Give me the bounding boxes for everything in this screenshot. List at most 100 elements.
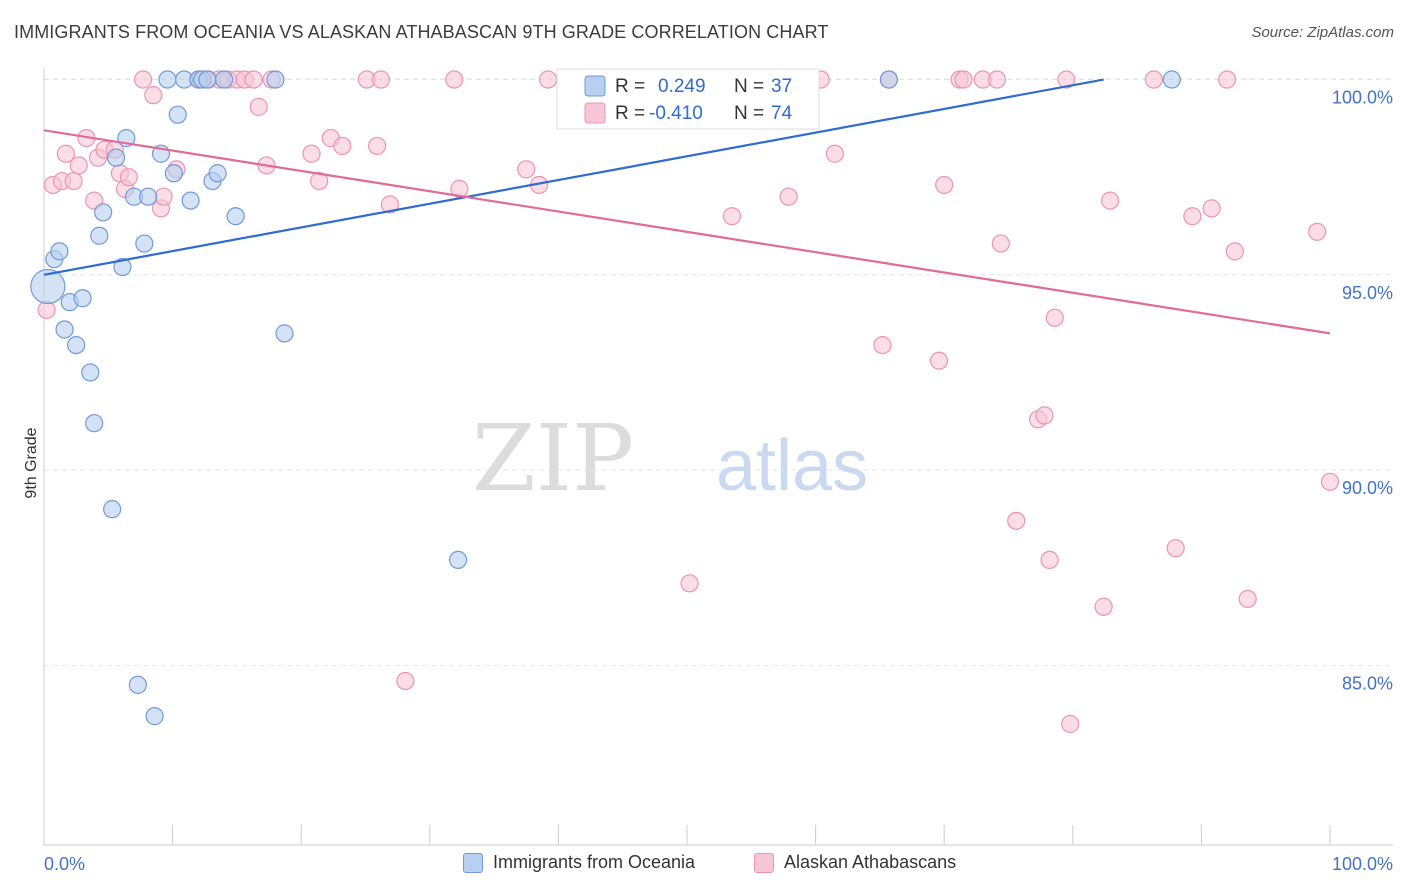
point-athabascan-29 [302, 144, 321, 163]
point-athabascan-58 [987, 70, 1007, 89]
legend-r-label-pink: R = [615, 103, 645, 124]
watermark-zip: ZIP [472, 405, 634, 512]
point-athabascan-15 [144, 86, 163, 105]
legend-swatch-blue [584, 75, 606, 97]
point-athabascan-74 [1225, 242, 1244, 261]
point-athabascan-34 [367, 136, 387, 156]
point-athabascan-69 [1144, 70, 1163, 89]
point-athabascan-51 [873, 335, 892, 355]
point-athabascan-54 [935, 175, 954, 195]
point-athabascan-38 [445, 70, 464, 89]
point-athabascan-35 [371, 70, 391, 89]
point-oceania-8 [85, 414, 104, 433]
point-athabascan-66 [1061, 714, 1080, 734]
point-athabascan-50 [825, 144, 844, 163]
trend-lines [43, 78, 1331, 335]
point-athabascan-70 [1166, 539, 1185, 558]
point-oceania-7 [81, 363, 100, 382]
legend-n-value-pink: 74 [771, 103, 793, 124]
point-oceania-19 [145, 707, 164, 726]
point-athabascan-56 [954, 70, 973, 89]
point-oceania-10 [94, 203, 113, 222]
point-athabascan-53 [929, 351, 949, 370]
watermark-atlas: atlas [716, 426, 868, 506]
point-athabascan-32 [333, 136, 352, 156]
point-athabascan-76 [1308, 222, 1327, 241]
point-athabascan-5 [69, 156, 88, 175]
point-oceania-9 [90, 226, 109, 245]
legend-r-value-pink: -0.410 [649, 103, 703, 124]
bottom-legend-item-athabascans: Alaskan Athabascans [754, 852, 956, 873]
point-oceania-28 [198, 70, 217, 89]
trend-line-athabascan [43, 129, 1331, 335]
point-oceania-2 [50, 242, 69, 261]
point-athabascan-40 [517, 160, 536, 179]
point-athabascan-36 [380, 195, 400, 214]
point-oceania-34 [275, 324, 294, 343]
point-oceania-18 [139, 187, 158, 206]
y-tick-label-85: 85.0% [1342, 673, 1393, 693]
series-immigrants-from-oceania [30, 70, 1181, 726]
point-oceania-16 [128, 675, 147, 694]
point-athabascan-46 [680, 574, 699, 593]
correlation-legend: R = 0.249 N = 37 R = -0.410 N = 74 [556, 68, 820, 130]
point-athabascan-17 [154, 187, 173, 206]
point-oceania-36 [879, 70, 899, 89]
point-oceania-13 [113, 257, 132, 277]
point-athabascan-3 [56, 144, 75, 163]
legend-swatch-pink [584, 102, 606, 124]
point-athabascan-30 [310, 171, 329, 191]
point-athabascan-47 [722, 207, 742, 226]
y-axis-label: 9th Grade [23, 427, 40, 498]
point-athabascan-77 [1320, 472, 1340, 491]
point-oceania-25 [181, 191, 200, 210]
point-oceania-11 [103, 500, 122, 519]
series-alaskan-athabascans [37, 70, 1340, 734]
chart-title: IMMIGRANTS FROM OCEANIA VS ALASKAN ATHAB… [14, 22, 829, 42]
point-athabascan-71 [1183, 207, 1202, 226]
bottom-legend-label-oceania: Immigrants from Oceania [493, 852, 696, 872]
x-tick-label-min: 0.0% [44, 854, 85, 874]
point-oceania-17 [135, 234, 154, 253]
point-athabascan-75 [1238, 589, 1257, 609]
bottom-legend-swatch-blue [463, 852, 483, 873]
bottom-legend-label-athabascans: Alaskan Athabascans [784, 852, 957, 872]
trend-line-oceania [43, 78, 1104, 276]
point-oceania-6 [73, 289, 92, 308]
point-athabascan-25 [244, 70, 263, 89]
point-athabascan-26 [249, 97, 268, 116]
point-oceania-32 [226, 207, 245, 226]
point-oceania-31 [214, 70, 234, 89]
point-athabascan-59 [991, 234, 1010, 253]
point-athabascan-60 [1007, 511, 1026, 530]
y-tick-label-100: 100.0% [1332, 88, 1393, 108]
gridlines [44, 78, 1393, 666]
y-tick-label-95: 95.0% [1342, 283, 1393, 303]
point-athabascan-37 [396, 671, 415, 691]
point-athabascan-13 [119, 168, 138, 187]
point-athabascan-68 [1100, 191, 1120, 210]
point-athabascan-63 [1040, 550, 1059, 570]
point-oceania-5 [67, 335, 86, 355]
legend-n-value-blue: 37 [771, 76, 792, 97]
bottom-legend-item-oceania: Immigrants from Oceania [463, 852, 695, 873]
source-credit: Source: ZipAtlas.com [1251, 24, 1394, 41]
point-oceania-23 [168, 105, 187, 124]
axes [43, 68, 1393, 846]
point-athabascan-4 [64, 171, 83, 191]
point-athabascan-73 [1218, 70, 1237, 89]
y-tick-label-90: 90.0% [1342, 478, 1393, 498]
legend-r-label-blue: R = [615, 76, 645, 97]
point-oceania-12 [106, 148, 126, 167]
y-tick-labels: 85.0% 90.0% 95.0% 100.0% [1332, 88, 1393, 694]
bottom-legend-swatch-pink [754, 852, 774, 873]
point-athabascan-64 [1045, 308, 1064, 327]
point-athabascan-42 [539, 70, 558, 89]
watermark: ZIP atlas [472, 405, 868, 512]
x-tick-label-max: 100.0% [1332, 854, 1393, 874]
point-athabascan-72 [1202, 199, 1221, 218]
legend-r-value-blue: 0.249 [658, 76, 706, 97]
point-athabascan-65 [1057, 70, 1076, 89]
legend-n-label-blue: N = [734, 76, 764, 97]
